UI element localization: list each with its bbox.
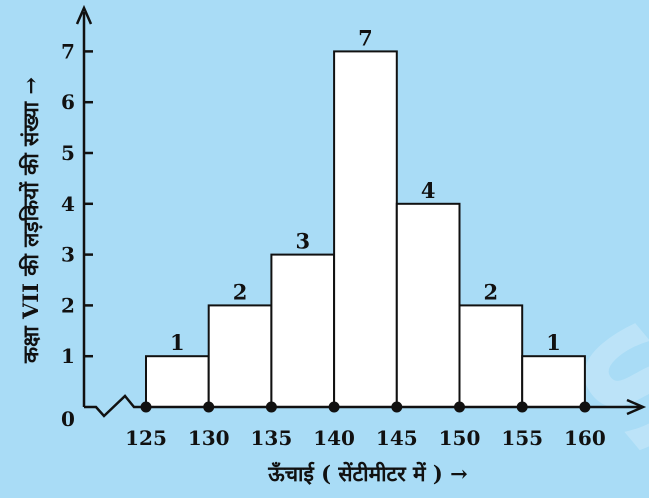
origin-label: 0 xyxy=(61,407,75,431)
x-tick-label: 160 xyxy=(564,426,606,450)
bar-value-label: 2 xyxy=(233,279,248,304)
x-tick-label: 140 xyxy=(313,426,355,450)
x-tick-dot xyxy=(328,401,340,413)
histogram-bar xyxy=(458,304,524,408)
bar-value-label: 2 xyxy=(484,279,499,304)
x-tick-dot xyxy=(454,401,465,413)
y-tick-label: 6 xyxy=(61,90,75,114)
y-tick-label: 5 xyxy=(61,141,75,165)
x-tick-dot xyxy=(579,401,591,413)
x-axis-break xyxy=(84,394,146,418)
bar-value-label: 4 xyxy=(421,178,436,203)
x-tick-label: 155 xyxy=(501,426,543,450)
y-axis-title: कक्षा VII की लड़कियों की संख्या → xyxy=(18,77,43,364)
histogram-bar xyxy=(333,50,398,409)
x-tick-dot xyxy=(203,401,215,413)
y-tick-label: 4 xyxy=(61,192,75,216)
x-tick-label: 150 xyxy=(439,426,481,450)
bar-value-label: 3 xyxy=(295,229,310,254)
y-tick-label: 1 xyxy=(61,344,75,368)
y-ticks-group: 1 2 3 4 5 6 7 xyxy=(61,39,93,368)
bar-value-label: 1 xyxy=(546,330,561,355)
x-tick-label: 145 xyxy=(376,426,418,450)
x-tick-label: 130 xyxy=(188,426,230,450)
bar-value-label: 7 xyxy=(358,25,373,50)
x-ticks-group: 125 130 135 140 145 150 155 160 xyxy=(125,401,606,450)
histogram-bar xyxy=(395,202,461,408)
bars-group xyxy=(145,50,586,409)
x-tick-dot xyxy=(140,401,152,413)
y-tick-label: 7 xyxy=(61,39,75,63)
data-labels-group: 1 2 3 7 4 2 1 xyxy=(170,25,561,355)
x-axis-title: ऊँचाई ( सेंटीमीटर में ) → xyxy=(267,461,468,486)
bar-value-label: 1 xyxy=(170,330,185,355)
x-tick-dot xyxy=(265,401,277,413)
y-axis-arrow xyxy=(75,4,93,25)
y-tick-label: 2 xyxy=(61,293,75,317)
x-tick-dot xyxy=(516,401,528,413)
y-tick-label: 3 xyxy=(61,243,75,267)
histogram-bar xyxy=(207,304,273,408)
histogram-bar xyxy=(270,253,336,408)
histogram-bar xyxy=(145,355,210,409)
x-axis-arrow xyxy=(626,398,647,416)
x-tick-label: 125 xyxy=(125,426,167,450)
x-tick-dot xyxy=(391,401,403,413)
x-tick-label: 135 xyxy=(251,426,293,450)
histogram-bar xyxy=(521,355,586,409)
